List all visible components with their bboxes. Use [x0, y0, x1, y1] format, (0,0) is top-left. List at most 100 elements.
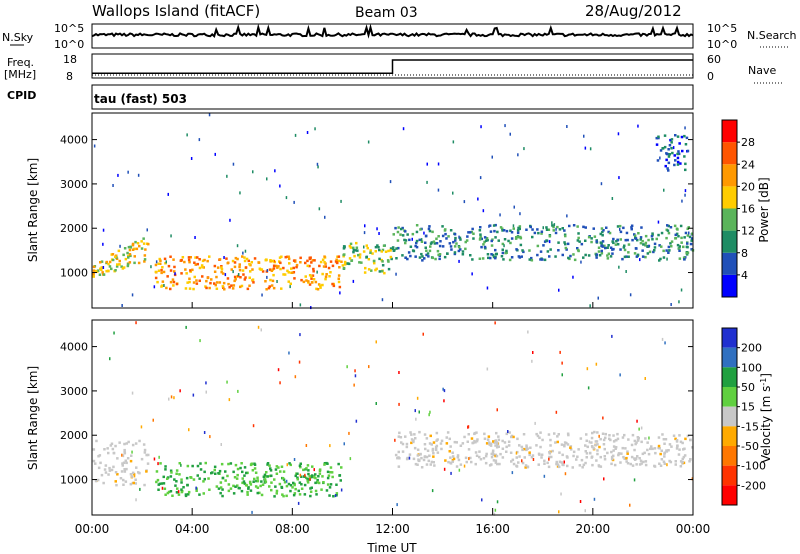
echo-noise-mark	[131, 293, 134, 297]
echo-mark	[260, 493, 264, 497]
echo-mark	[272, 273, 275, 277]
echo-mark	[327, 266, 331, 270]
echo-mark	[567, 433, 570, 437]
echo-mark	[231, 287, 235, 290]
echo-mark	[630, 226, 633, 229]
echo-mark	[366, 246, 369, 250]
echo-mark	[487, 435, 491, 438]
echo-mark	[486, 238, 489, 242]
echo-mark	[543, 258, 547, 262]
echo-mark	[440, 447, 443, 451]
echo-mark	[92, 448, 96, 451]
echo-mark	[160, 268, 163, 272]
echo-mark	[673, 224, 677, 228]
echo-mark	[679, 162, 682, 165]
y-tick-label-1: 2000	[60, 222, 88, 235]
echo-mark	[584, 239, 587, 242]
echo-noise-mark	[354, 369, 356, 373]
echo-mark	[612, 445, 616, 448]
echo-mark	[669, 138, 672, 142]
echo-mark	[246, 471, 249, 475]
echo-mark	[218, 258, 222, 261]
echo-mark	[264, 480, 268, 484]
echo-mark	[245, 257, 249, 261]
echo-mark	[216, 266, 220, 269]
echo-mark	[426, 252, 430, 255]
echo-noise-mark	[214, 152, 216, 156]
cpid-label: CPID	[7, 89, 36, 102]
echo-mark	[505, 249, 508, 253]
echo-mark	[613, 463, 617, 467]
echo-noise-mark	[190, 157, 193, 160]
echo-mark	[316, 480, 319, 484]
echo-mark	[590, 240, 593, 244]
echo-mark	[268, 464, 271, 467]
power-cbar-seg-1	[722, 252, 737, 275]
echo-mark	[584, 461, 587, 465]
echo-noise-mark	[558, 510, 560, 514]
power-cbar-label-0: 4	[741, 269, 748, 282]
echo-mark	[213, 282, 216, 285]
echo-mark	[309, 487, 312, 490]
echo-mark	[204, 285, 207, 288]
echo-mark	[315, 493, 318, 496]
echo-mark	[501, 248, 504, 251]
echo-mark	[521, 249, 524, 252]
echo-mark	[220, 268, 224, 271]
echo-mark	[347, 262, 351, 266]
echo-mark	[391, 246, 395, 249]
echo-mark	[633, 252, 637, 255]
echo-noise-mark	[352, 279, 355, 283]
echo-mark	[510, 460, 513, 463]
echo-noise-mark	[102, 266, 105, 269]
echo-mark	[176, 487, 179, 490]
echo-mark	[653, 249, 656, 252]
echo-noise-mark	[198, 138, 201, 142]
echo-mark	[337, 274, 341, 277]
echo-mark	[674, 460, 677, 463]
echo-mark	[98, 454, 102, 457]
echo-mark	[661, 433, 664, 436]
echo-mark	[490, 244, 494, 247]
echo-mark	[354, 249, 358, 252]
echo-noise-mark	[251, 510, 253, 514]
echo-mark	[660, 458, 664, 461]
echo-mark	[624, 238, 627, 242]
echo-mark	[461, 250, 465, 253]
echo-mark	[677, 152, 681, 156]
echo-mark	[338, 266, 341, 269]
echo-mark	[265, 288, 268, 291]
echo-mark	[536, 434, 540, 438]
echo-noise-mark	[504, 124, 506, 128]
echo-mark	[425, 463, 429, 466]
echo-mark	[552, 229, 555, 232]
echo-mark	[142, 242, 146, 245]
echo-mark	[610, 450, 613, 454]
echo-mark	[203, 258, 206, 262]
echo-mark	[660, 231, 664, 235]
echo-mark	[651, 447, 654, 451]
echo-mark	[509, 241, 512, 245]
echo-mark	[342, 266, 346, 270]
echo-mark	[685, 251, 688, 255]
echo-noise-mark	[463, 200, 466, 204]
echo-mark	[668, 153, 671, 156]
echo-mark	[577, 249, 580, 253]
echo-mark	[401, 234, 405, 237]
cpid-panel	[91, 84, 694, 110]
echo-mark	[500, 255, 504, 258]
echo-mark	[432, 441, 436, 444]
nsky-label: N.Sky	[2, 31, 34, 44]
x-tick-label-1: 04:00	[175, 522, 210, 536]
echo-mark	[424, 246, 427, 249]
echo-noise-mark	[294, 133, 297, 137]
echo-mark	[112, 451, 116, 455]
echo-mark	[396, 239, 400, 242]
echo-mark	[620, 452, 623, 455]
echo-mark	[160, 271, 163, 275]
echo-mark	[237, 486, 240, 490]
echo-mark	[245, 471, 248, 475]
echo-mark	[483, 432, 486, 436]
echo-mark	[529, 225, 532, 229]
nave-tick-bottom: 0	[707, 70, 714, 83]
